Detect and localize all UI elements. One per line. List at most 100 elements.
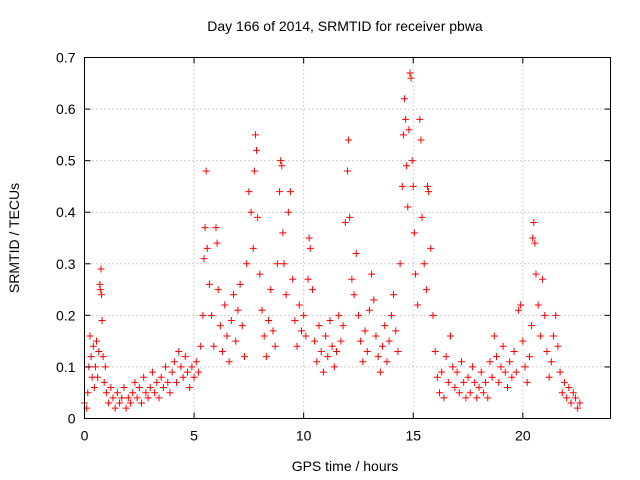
data-point xyxy=(297,327,305,335)
data-point xyxy=(98,317,106,325)
data-point xyxy=(423,182,431,190)
data-point xyxy=(519,337,527,345)
data-point xyxy=(93,337,101,345)
data-point xyxy=(418,213,426,221)
x-tick-label: 20 xyxy=(515,428,531,444)
data-point xyxy=(308,286,316,294)
y-tick-label: 0.2 xyxy=(56,307,76,323)
data-point xyxy=(315,322,323,330)
data-point xyxy=(523,378,531,386)
data-point xyxy=(449,363,457,371)
data-point xyxy=(95,347,103,355)
data-point xyxy=(451,384,459,392)
data-point xyxy=(116,399,124,407)
data-point xyxy=(162,363,170,371)
data-point xyxy=(431,347,439,355)
y-tick-label: 0.1 xyxy=(56,359,76,375)
data-point xyxy=(166,389,174,397)
data-point xyxy=(99,353,107,361)
y-tick-label: 0.6 xyxy=(56,101,76,117)
data-point xyxy=(493,353,501,361)
data-point xyxy=(192,358,200,366)
data-point xyxy=(416,115,424,123)
data-point xyxy=(345,136,353,144)
data-point xyxy=(408,157,416,165)
data-point xyxy=(569,389,577,397)
data-point xyxy=(495,378,503,386)
data-point xyxy=(247,208,255,216)
data-point xyxy=(447,332,455,340)
data-point xyxy=(159,384,167,392)
data-point xyxy=(223,332,231,340)
data-point xyxy=(425,188,433,196)
data-point xyxy=(100,378,108,386)
data-point xyxy=(265,317,273,325)
data-point xyxy=(118,394,126,402)
data-point xyxy=(372,332,380,340)
data-point xyxy=(350,291,358,299)
data-point xyxy=(97,265,105,273)
data-point xyxy=(107,384,115,392)
data-point xyxy=(407,74,415,82)
data-point xyxy=(131,378,139,386)
data-point xyxy=(317,347,325,355)
data-point xyxy=(464,373,472,381)
data-point xyxy=(348,275,356,283)
data-point xyxy=(177,363,185,371)
data-point xyxy=(398,182,406,190)
data-point xyxy=(144,394,152,402)
data-point xyxy=(359,358,367,366)
data-point xyxy=(304,275,312,283)
data-point xyxy=(295,301,303,309)
data-point xyxy=(468,363,476,371)
data-point xyxy=(499,342,507,350)
data-point xyxy=(243,260,251,268)
data-point xyxy=(219,347,227,355)
data-point xyxy=(394,347,402,355)
data-point xyxy=(113,389,121,397)
data-point xyxy=(381,322,389,330)
data-point xyxy=(392,327,400,335)
data-point xyxy=(479,389,487,397)
data-point xyxy=(306,244,314,252)
data-point xyxy=(473,394,481,402)
x-tick-label: 0 xyxy=(81,428,89,444)
data-point xyxy=(238,322,246,330)
data-point xyxy=(105,399,113,407)
data-point xyxy=(477,368,485,376)
data-point xyxy=(383,358,391,366)
data-point xyxy=(84,389,92,397)
data-point xyxy=(387,311,395,319)
data-point xyxy=(175,347,183,355)
data-point xyxy=(245,188,253,196)
data-point xyxy=(510,347,518,355)
axis-layer: 0 0.1 0.2 0.3 0.4 0.5 0.6 0.7 0 5 10 15 20 xyxy=(56,50,611,444)
data-point xyxy=(453,368,461,376)
data-point xyxy=(137,399,145,407)
data-point xyxy=(410,229,418,237)
data-point xyxy=(374,353,382,361)
data-point xyxy=(86,332,94,340)
data-point xyxy=(399,131,407,139)
data-point xyxy=(155,394,163,402)
data-point xyxy=(560,378,568,386)
data-point xyxy=(370,296,378,304)
data-point xyxy=(311,337,319,345)
data-point xyxy=(482,378,490,386)
data-point xyxy=(406,69,414,77)
data-point xyxy=(429,311,437,319)
data-point xyxy=(529,234,537,242)
data-point xyxy=(409,182,417,190)
data-point xyxy=(164,378,172,386)
data-point xyxy=(396,260,404,268)
data-point xyxy=(201,224,209,232)
data-point xyxy=(146,384,154,392)
data-point xyxy=(253,146,261,154)
data-point xyxy=(251,131,259,139)
data-point xyxy=(335,311,343,319)
data-point xyxy=(120,384,128,392)
data-point xyxy=(565,384,573,392)
data-point xyxy=(148,368,156,376)
data-point xyxy=(503,384,511,392)
